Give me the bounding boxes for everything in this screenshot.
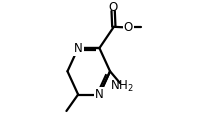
Text: N: N — [95, 88, 104, 101]
Text: O: O — [108, 1, 118, 14]
Text: NH$_2$: NH$_2$ — [110, 79, 134, 94]
Text: N: N — [74, 42, 83, 55]
Text: O: O — [124, 21, 133, 34]
